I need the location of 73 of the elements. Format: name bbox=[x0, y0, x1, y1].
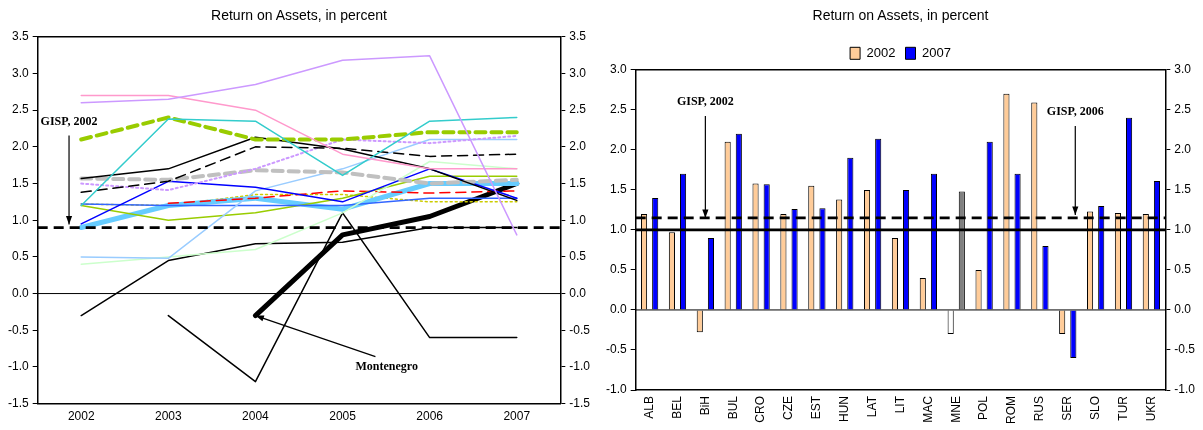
y2-tick-label: 0.0 bbox=[1174, 302, 1192, 317]
y-tick-label: -1.0 bbox=[7, 359, 29, 374]
x-tick-label: 2005 bbox=[329, 409, 357, 424]
y2-tick-label: 2.5 bbox=[569, 102, 587, 117]
x-tick-label: 2007 bbox=[503, 409, 531, 424]
x-tick-label: CRO bbox=[753, 396, 768, 423]
x-tick-label: EST bbox=[809, 395, 824, 420]
y-tick-label: -1.0 bbox=[605, 382, 627, 397]
y2-tick-label: 0.0 bbox=[569, 285, 587, 300]
ref-line-label: GISP, 2006 bbox=[1046, 103, 1104, 118]
legend-label: 2002 bbox=[866, 44, 896, 60]
y-tick-label: 2.0 bbox=[609, 142, 627, 157]
y-tick-label: 0.0 bbox=[609, 302, 627, 317]
y-tick-label: 3.5 bbox=[11, 29, 29, 44]
x-tick-label: UKR bbox=[1143, 395, 1158, 422]
y-tick-label: 0.5 bbox=[11, 249, 29, 264]
y2-tick-label: -1.0 bbox=[569, 359, 591, 374]
y-tick-label: 3.0 bbox=[11, 65, 29, 80]
y-tick-label: -0.5 bbox=[605, 342, 627, 357]
x-tick-label: BEL bbox=[669, 395, 684, 419]
x-tick-label: HUN bbox=[837, 396, 852, 422]
y2-tick-label: -0.5 bbox=[1174, 342, 1196, 357]
y2-tick-label: 3.5 bbox=[569, 29, 587, 44]
y2-tick-label: -1.5 bbox=[569, 395, 591, 410]
y-tick-label: 2.5 bbox=[11, 102, 29, 117]
y-tick-label: 1.0 bbox=[609, 222, 627, 237]
y-tick-label: 3.0 bbox=[609, 62, 627, 77]
y2-tick-label: 0.5 bbox=[1174, 262, 1192, 277]
x-tick-label: LAT bbox=[864, 395, 879, 418]
x-tick-label: BiH bbox=[697, 396, 712, 416]
y-tick-label: -1.5 bbox=[7, 395, 29, 410]
annotation: GISP, 2002 bbox=[676, 93, 734, 108]
x-tick-label: 2006 bbox=[416, 409, 444, 424]
x-tick-label: POL bbox=[976, 395, 991, 421]
x-tick-label: ALB bbox=[641, 396, 656, 419]
y-tick-label: 1.5 bbox=[11, 175, 29, 190]
x-tick-label: MAC bbox=[920, 395, 935, 423]
chart-title: Return on Assets, in percent bbox=[211, 7, 388, 24]
y-tick-label: 0.0 bbox=[11, 285, 29, 300]
y2-tick-label: 3.0 bbox=[1174, 62, 1192, 77]
x-tick-label: 2003 bbox=[154, 409, 183, 424]
y-tick-label: 2.0 bbox=[11, 139, 29, 154]
legend-label: 2007 bbox=[922, 44, 951, 60]
x-tick-label: BUL bbox=[725, 395, 740, 420]
y2-tick-label: 2.0 bbox=[1174, 142, 1192, 157]
y-tick-label: 0.5 bbox=[609, 262, 627, 277]
x-tick-label: SLO bbox=[1087, 396, 1102, 421]
x-tick-label: SER bbox=[1060, 395, 1075, 421]
x-tick-label: ROM bbox=[1004, 396, 1019, 424]
x-tick-label: MNE bbox=[948, 396, 963, 423]
chart-title: Return on Assets, in percent bbox=[812, 7, 989, 24]
x-tick-label: RUS bbox=[1032, 396, 1047, 422]
x-tick-label: LIT bbox=[892, 395, 907, 414]
y2-tick-label: 1.0 bbox=[1174, 222, 1192, 237]
x-tick-label: CZE bbox=[781, 396, 796, 420]
x-tick-label: 2004 bbox=[242, 409, 270, 424]
y2-tick-label: -1.0 bbox=[1174, 382, 1196, 397]
y-tick-label: 2.5 bbox=[609, 102, 627, 117]
ref-line-label: GISP, 2002 bbox=[40, 113, 98, 128]
y2-tick-label: 2.0 bbox=[569, 139, 587, 154]
y2-tick-label: 1.0 bbox=[569, 212, 587, 227]
y2-tick-label: 1.5 bbox=[1174, 182, 1192, 197]
y-tick-label: -0.5 bbox=[7, 322, 29, 337]
x-tick-label: TUR bbox=[1115, 395, 1130, 421]
y2-tick-label: 1.5 bbox=[569, 175, 587, 190]
x-tick-label: 2002 bbox=[67, 409, 95, 424]
y-tick-label: 1.0 bbox=[11, 212, 29, 227]
y2-tick-label: 2.5 bbox=[1174, 102, 1192, 117]
y2-tick-label: -0.5 bbox=[569, 322, 591, 337]
y-tick-label: 1.5 bbox=[609, 182, 627, 197]
y2-tick-label: 3.0 bbox=[569, 65, 587, 80]
y2-tick-label: 0.5 bbox=[569, 249, 587, 264]
annotation: Montenegro bbox=[355, 358, 418, 373]
